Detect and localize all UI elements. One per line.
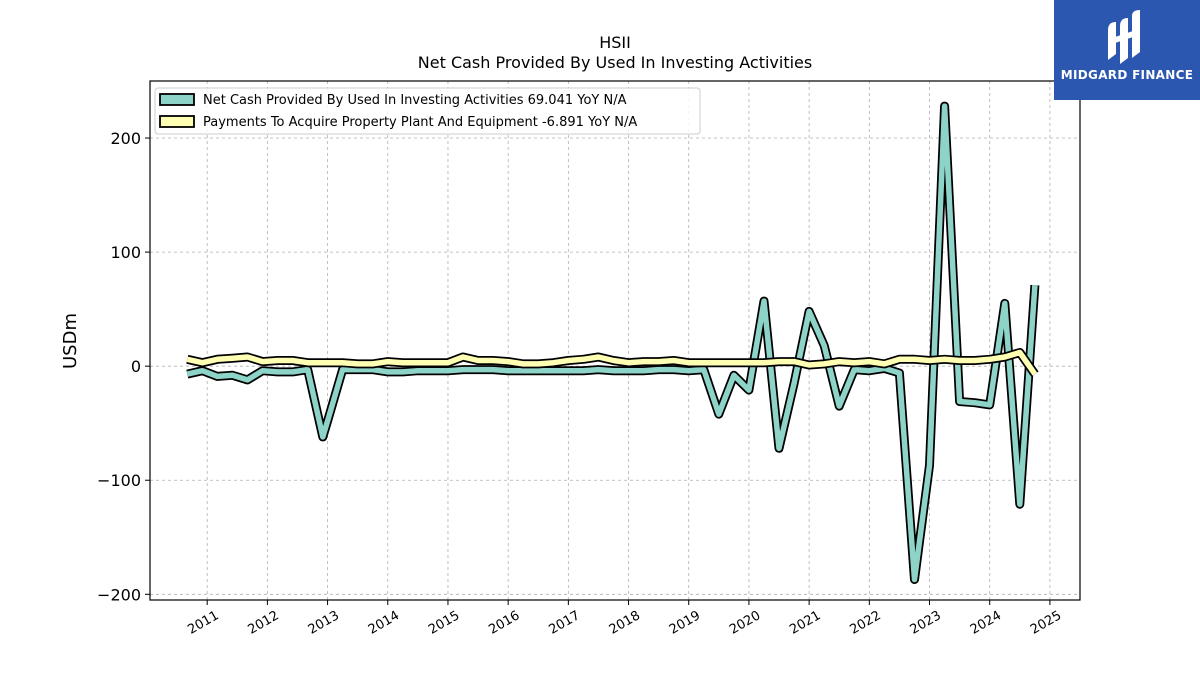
y-tick-label: −100	[97, 471, 141, 490]
x-tick-label: 2016	[486, 608, 522, 638]
x-tick-label: 2020	[727, 608, 763, 638]
y-tick-label: −200	[97, 585, 141, 604]
x-tick-label: 2015	[426, 608, 462, 638]
legend: Net Cash Provided By Used In Investing A…	[154, 87, 701, 135]
x-tick-label: 2017	[547, 608, 583, 638]
x-tick-label: 2018	[607, 608, 643, 638]
plot-frame	[149, 80, 1081, 601]
brand-name: MIDGARD FINANCE	[1060, 68, 1194, 82]
legend-swatch-investing	[159, 93, 195, 106]
chart-title: HSII	[599, 33, 631, 52]
legend-box	[154, 87, 701, 135]
midgard-logo-icon	[1108, 10, 1140, 64]
x-tick-label: 2023	[908, 608, 944, 638]
legend-swatch-capex	[159, 115, 195, 128]
series-layer	[186, 101, 1040, 584]
legend-label-investing: Net Cash Provided By Used In Investing A…	[203, 93, 627, 108]
y-tick-label: 0	[131, 357, 141, 376]
x-tick-label: 2021	[787, 608, 823, 638]
chart-subtitle: Net Cash Provided By Used In Investing A…	[418, 53, 812, 72]
y-axis-label: USDm	[60, 313, 81, 369]
x-tick-label: 2025	[1028, 608, 1064, 638]
y-tick-label: 100	[110, 243, 141, 262]
x-tick-label: 2012	[246, 608, 282, 638]
x-tick-label: 2011	[185, 608, 221, 638]
x-tick-label: 2014	[366, 608, 402, 638]
x-tick-label: 2024	[968, 608, 1004, 638]
x-tick-label: 2013	[306, 608, 342, 638]
legend-label-capex: Payments To Acquire Property Plant And E…	[203, 115, 637, 130]
x-tick-label: 2019	[667, 608, 703, 638]
y-tick-label: 200	[110, 129, 141, 148]
brand-logo: MIDGARD FINANCE	[1054, 0, 1200, 100]
x-tick-label: 2022	[847, 608, 883, 638]
series-1-line	[186, 349, 1038, 376]
series-0-line	[186, 103, 1038, 583]
